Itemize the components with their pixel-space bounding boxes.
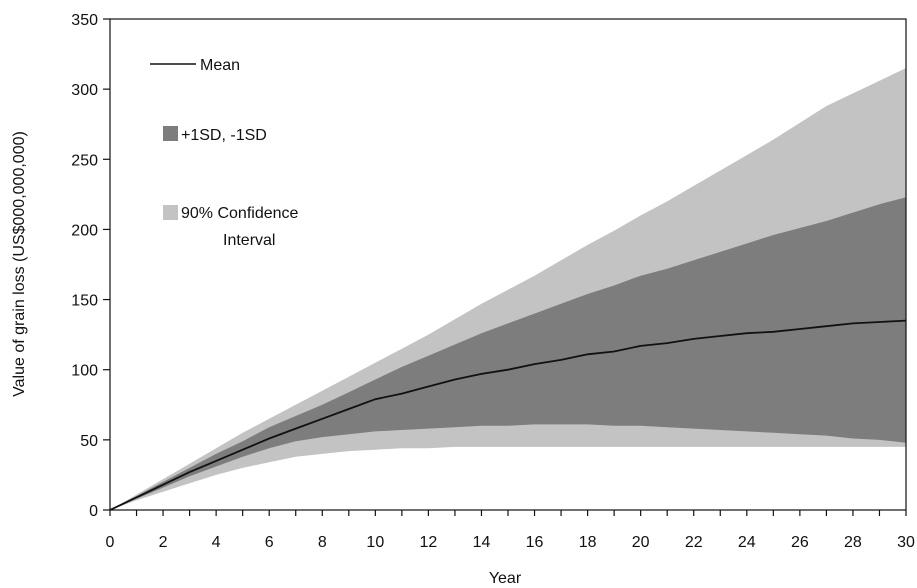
y-axis-label: Value of grain loss (US$000,000,000) [11, 131, 28, 397]
x-tick-label: 30 [897, 534, 915, 551]
bands-layer [110, 68, 906, 510]
x-tick-label: 10 [366, 534, 384, 551]
x-tick-label: 20 [632, 534, 650, 551]
y-tick-label: 250 [71, 152, 98, 169]
legend-ci-label-line2: Interval [223, 232, 275, 249]
x-tick-label: 24 [738, 534, 756, 551]
y-tick-label: 200 [71, 222, 98, 239]
mean-line [109, 319, 907, 511]
x-tick-label: 28 [844, 534, 862, 551]
lines-layer [109, 319, 907, 511]
sd-band [110, 197, 906, 510]
legend: Mean +1SD, -1SD 90% Confidence Interval [150, 57, 299, 249]
x-tick-label: 22 [685, 534, 703, 551]
x-tick-label: 26 [791, 534, 809, 551]
y-tick-label: 100 [71, 363, 98, 380]
x-tick-label: 2 [159, 534, 168, 551]
x-tick-label: 12 [420, 534, 438, 551]
legend-mean-label: Mean [200, 57, 240, 74]
y-tick-label: 350 [71, 12, 98, 29]
x-tick-label: 4 [212, 534, 221, 551]
x-tick-label: 18 [579, 534, 597, 551]
legend-sd-label: +1SD, -1SD [181, 127, 267, 144]
x-axis-label: Year [489, 570, 522, 587]
x-tick-label: 14 [473, 534, 491, 551]
legend-ci-label-line1: 90% Confidence [181, 205, 299, 222]
legend-ci-swatch [163, 205, 178, 220]
y-tick-label: 0 [89, 503, 98, 520]
x-tick-label: 8 [318, 534, 327, 551]
x-tick-label: 6 [265, 534, 274, 551]
y-tick-label: 50 [80, 433, 98, 450]
x-tick-label: 16 [526, 534, 544, 551]
legend-sd-swatch [163, 126, 178, 141]
y-tick-label: 300 [71, 82, 98, 99]
y-tick-label: 150 [71, 293, 98, 310]
x-tick-label: 0 [106, 534, 115, 551]
